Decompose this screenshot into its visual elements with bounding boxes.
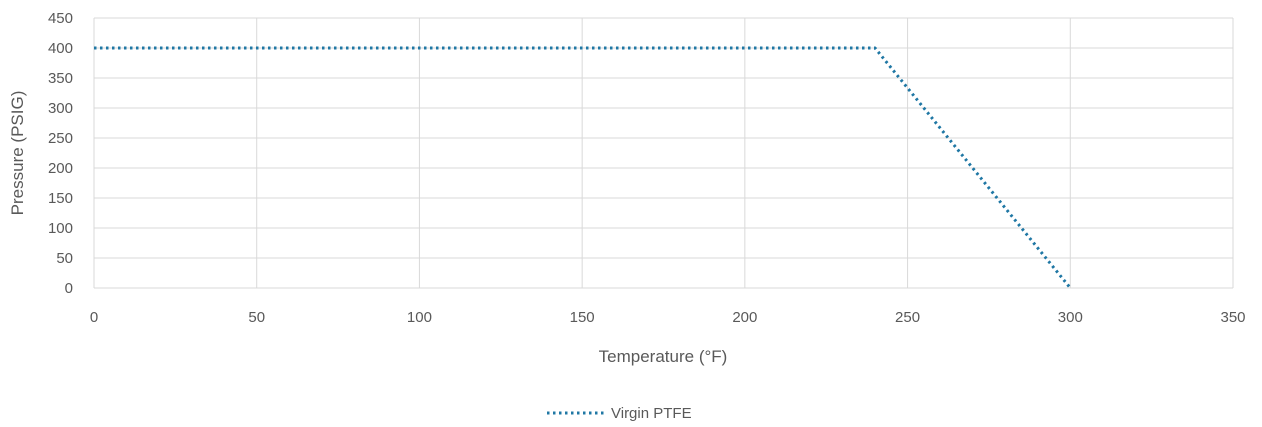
y-tick-label: 200 <box>48 160 73 177</box>
x-tick-label: 350 <box>1220 309 1245 326</box>
x-tick-label: 200 <box>732 309 757 326</box>
series-line-virgin-ptfe <box>94 46 1072 289</box>
series-layer <box>94 46 1072 289</box>
y-axis-title: Pressure (PSIG) <box>8 91 27 216</box>
x-tick-label: 100 <box>407 309 432 326</box>
y-tick-label: 250 <box>48 130 73 147</box>
x-tick-label: 250 <box>895 309 920 326</box>
y-tick-label: 50 <box>56 250 73 267</box>
x-axis-title: Temperature (°F) <box>599 347 728 366</box>
y-tick-label: 300 <box>48 100 73 117</box>
y-tick-label: 350 <box>48 70 73 87</box>
y-tick-label: 400 <box>48 40 73 57</box>
y-tick-label: 450 <box>48 10 73 27</box>
legend: Virgin PTFE <box>547 405 692 422</box>
x-axis-ticks: 0 50 100 150 200 250 300 350 <box>90 309 1246 326</box>
legend-label-virgin-ptfe: Virgin PTFE <box>611 405 692 422</box>
y-tick-label: 100 <box>48 220 73 237</box>
y-tick-label: 150 <box>48 190 73 207</box>
y-axis-ticks: 0 50 100 150 200 250 300 350 400 450 <box>48 10 73 297</box>
x-tick-label: 50 <box>248 309 265 326</box>
gridlines <box>93 17 1234 289</box>
y-tick-label: 0 <box>65 280 73 297</box>
x-tick-label: 300 <box>1058 309 1083 326</box>
x-tick-label: 150 <box>570 309 595 326</box>
x-tick-label: 0 <box>90 309 98 326</box>
